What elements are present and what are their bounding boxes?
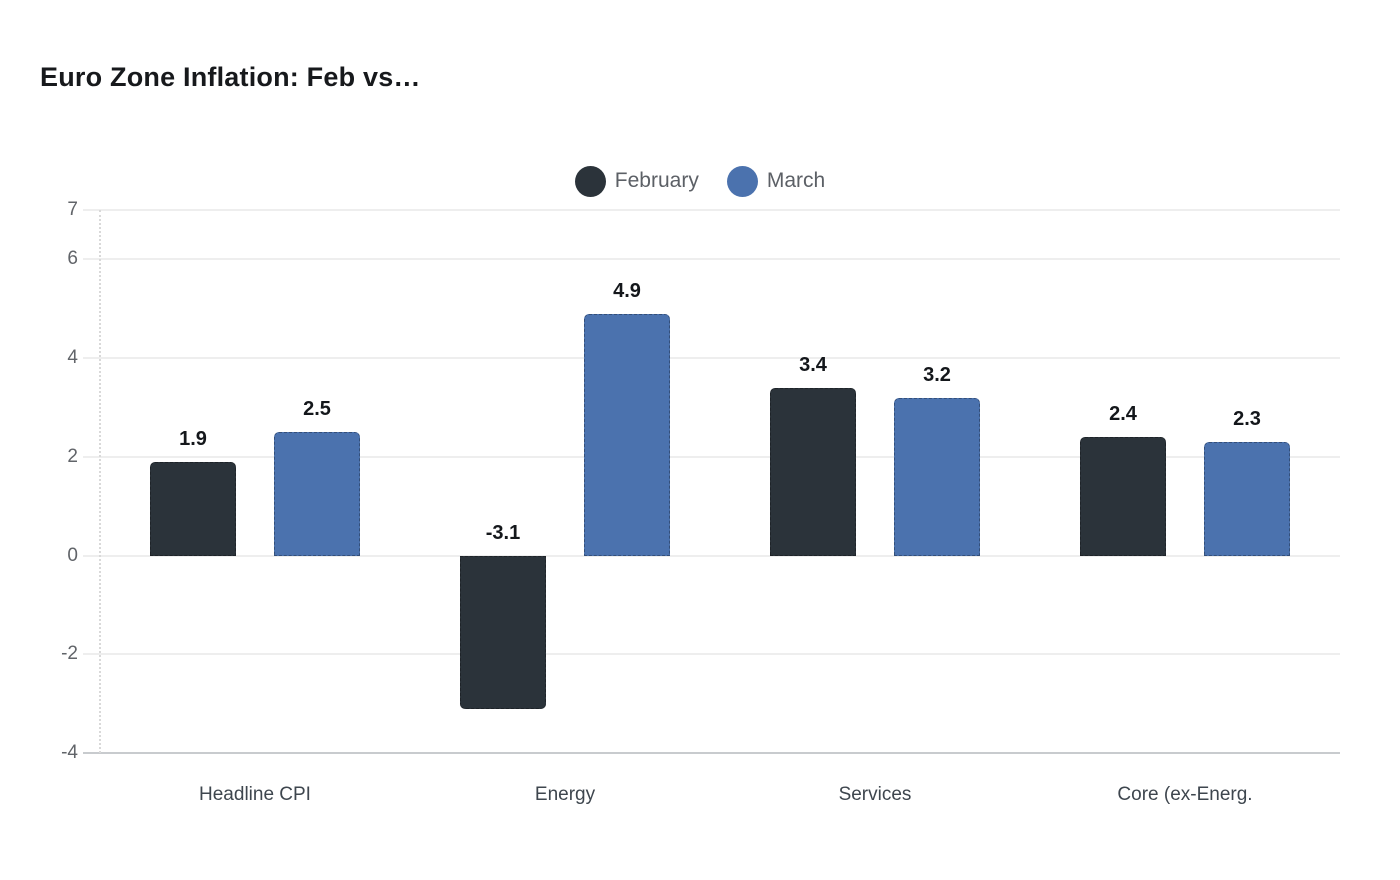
- value-label: 4.9: [613, 279, 641, 302]
- legend-label-march: March: [766, 169, 826, 192]
- gridline-y6: [83, 258, 1340, 261]
- gridline-y4: [83, 357, 1340, 360]
- legend-item-february[interactable]: February: [574, 165, 699, 197]
- value-label: -3.1: [485, 521, 521, 544]
- gridline-y0: [83, 554, 1340, 557]
- gridline-y-4: [83, 752, 1340, 754]
- legend-item-march[interactable]: March: [726, 165, 826, 197]
- chart-title: Euro Zone Inflation: Feb vs…: [40, 62, 421, 92]
- value-label: 2.5: [303, 398, 331, 421]
- x-axis-category-label: Energy: [534, 784, 596, 805]
- february-swatch-icon: [574, 165, 606, 197]
- gridline-y-2: [83, 653, 1340, 656]
- y-axis-tick-label: -4: [61, 742, 78, 763]
- bar-february-headline-cpi: [150, 461, 236, 556]
- bar-march-services: [894, 397, 980, 556]
- bar-march-headline-cpi: [274, 432, 360, 556]
- y-axis-tick-label: 0: [67, 544, 78, 566]
- bar-march-core-ex-energ-: [1204, 442, 1290, 556]
- y-axis-tick-label: 6: [67, 248, 78, 270]
- y-axis-tick-label: -2: [61, 643, 78, 665]
- value-label: 2.3: [1233, 408, 1261, 430]
- gridline-y7: [83, 209, 1340, 211]
- gridline-y2: [83, 455, 1340, 458]
- bar-february-core-ex-energ-: [1080, 437, 1166, 556]
- x-axis-category-label: Headline CPI: [199, 784, 311, 805]
- y-axis-tick-label: 7: [67, 199, 78, 220]
- y-axis-tick-label: 4: [67, 347, 78, 369]
- bar-march-energy: [584, 313, 670, 556]
- legend-label-february: February: [614, 169, 699, 192]
- value-label: 3.4: [799, 353, 827, 376]
- bar-february-services: [770, 387, 856, 556]
- x-axis-category-label: Core (ex-Energ.: [1117, 784, 1253, 805]
- x-axis-category-label: Services: [838, 784, 912, 805]
- bar-february-energy: [460, 555, 546, 709]
- legend: February March: [0, 162, 1400, 200]
- value-label: 2.4: [1109, 403, 1137, 426]
- value-label: 3.2: [923, 363, 951, 386]
- y-axis-line: [99, 210, 101, 753]
- march-swatch-icon: [726, 165, 758, 197]
- y-axis-tick-label: 2: [67, 445, 78, 467]
- value-label: 1.9: [179, 427, 207, 450]
